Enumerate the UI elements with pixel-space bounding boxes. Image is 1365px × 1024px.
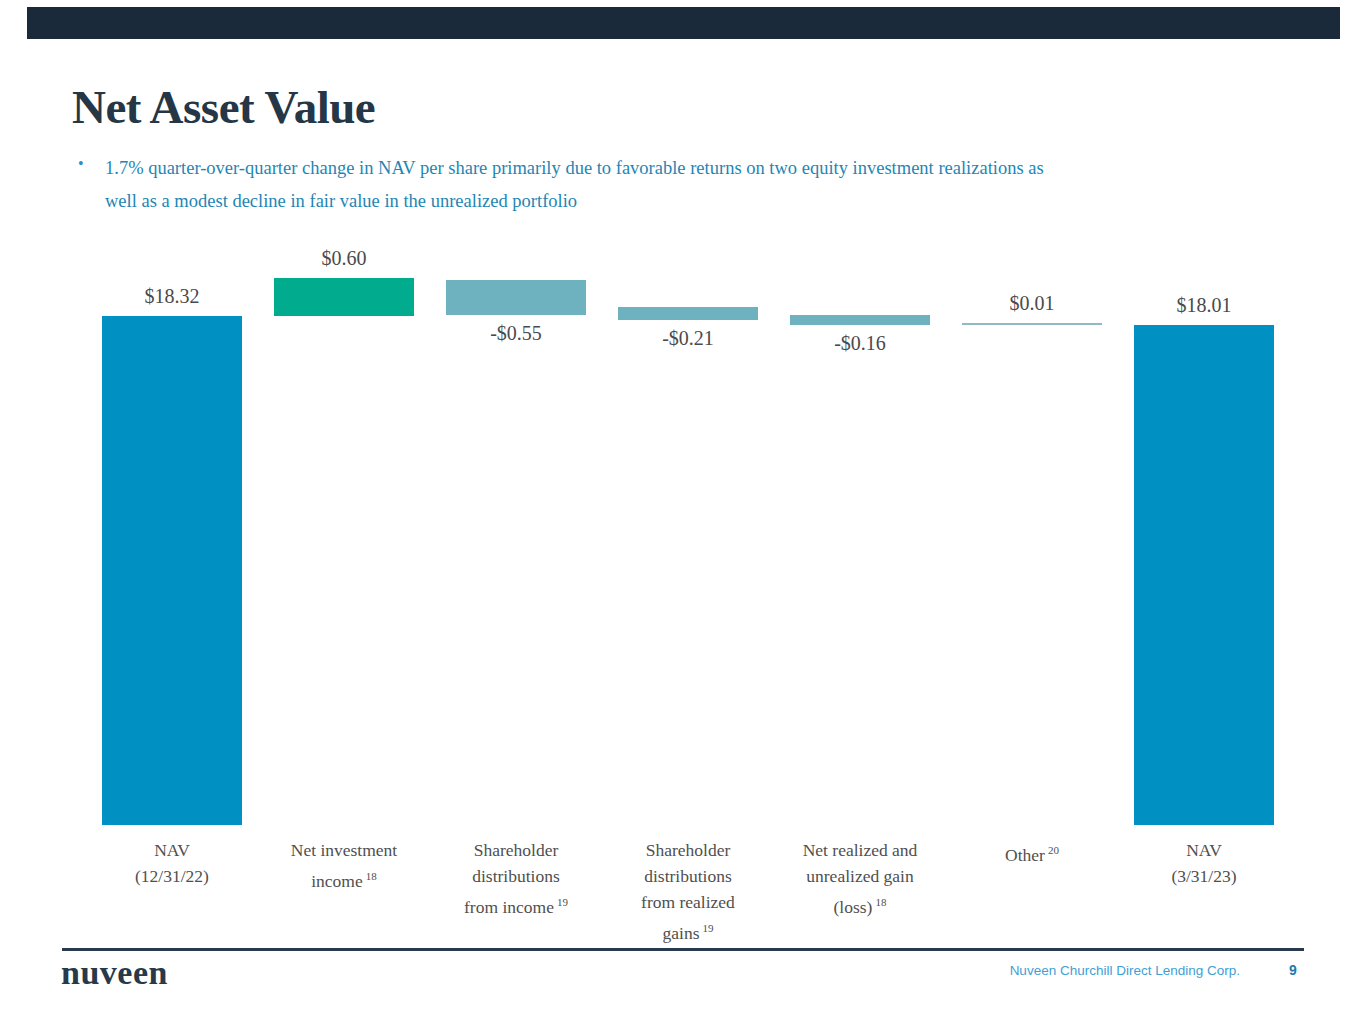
bar-value-label: -$0.55 bbox=[430, 322, 602, 345]
axis-category-label: Shareholderdistributionsfrom realizedgai… bbox=[602, 837, 774, 946]
footnote-marker: 18 bbox=[875, 896, 886, 908]
axis-category-label: NAV(12/31/22) bbox=[86, 837, 258, 889]
waterfall-bar-1 bbox=[102, 316, 242, 825]
footnote-marker: 19 bbox=[557, 896, 568, 908]
waterfall-bar-2 bbox=[274, 278, 414, 316]
bar-value-label: -$0.16 bbox=[774, 332, 946, 355]
footer-divider bbox=[62, 948, 1304, 951]
bar-value-label: -$0.21 bbox=[602, 327, 774, 350]
waterfall-chart: $18.32 NAV(12/31/22) $0.60 Net investmentin… bbox=[0, 0, 1365, 1024]
footnote-marker: 18 bbox=[366, 870, 377, 882]
waterfall-bar-4 bbox=[618, 307, 758, 320]
bar-value-label: $0.60 bbox=[258, 247, 430, 270]
nuveen-logo: nuveen bbox=[61, 954, 168, 992]
axis-category-label: Net investmentincome18 bbox=[258, 837, 430, 894]
axis-category-label: Net realized andunrealized gain(loss)18 bbox=[774, 837, 946, 920]
footnote-marker: 20 bbox=[1048, 844, 1059, 856]
bar-value-label: $0.01 bbox=[946, 292, 1118, 315]
waterfall-bar-5 bbox=[790, 315, 930, 325]
bar-value-label: $18.01 bbox=[1118, 294, 1290, 317]
footnote-marker: 19 bbox=[702, 922, 713, 934]
footer-page-number: 9 bbox=[1289, 962, 1297, 978]
bar-value-label: $18.32 bbox=[86, 285, 258, 308]
waterfall-bar-6 bbox=[962, 323, 1102, 325]
slide: Net Asset Value • 1.7% quarter-over-quar… bbox=[0, 0, 1365, 1024]
waterfall-bar-7 bbox=[1134, 325, 1274, 825]
footer-company-name: Nuveen Churchill Direct Lending Corp. bbox=[1010, 963, 1240, 978]
waterfall-bar-3 bbox=[446, 280, 586, 315]
axis-category-label: Shareholderdistributionsfrom income19 bbox=[430, 837, 602, 920]
axis-category-label: NAV(3/31/23) bbox=[1118, 837, 1290, 889]
axis-category-label: Other20 bbox=[946, 837, 1118, 868]
